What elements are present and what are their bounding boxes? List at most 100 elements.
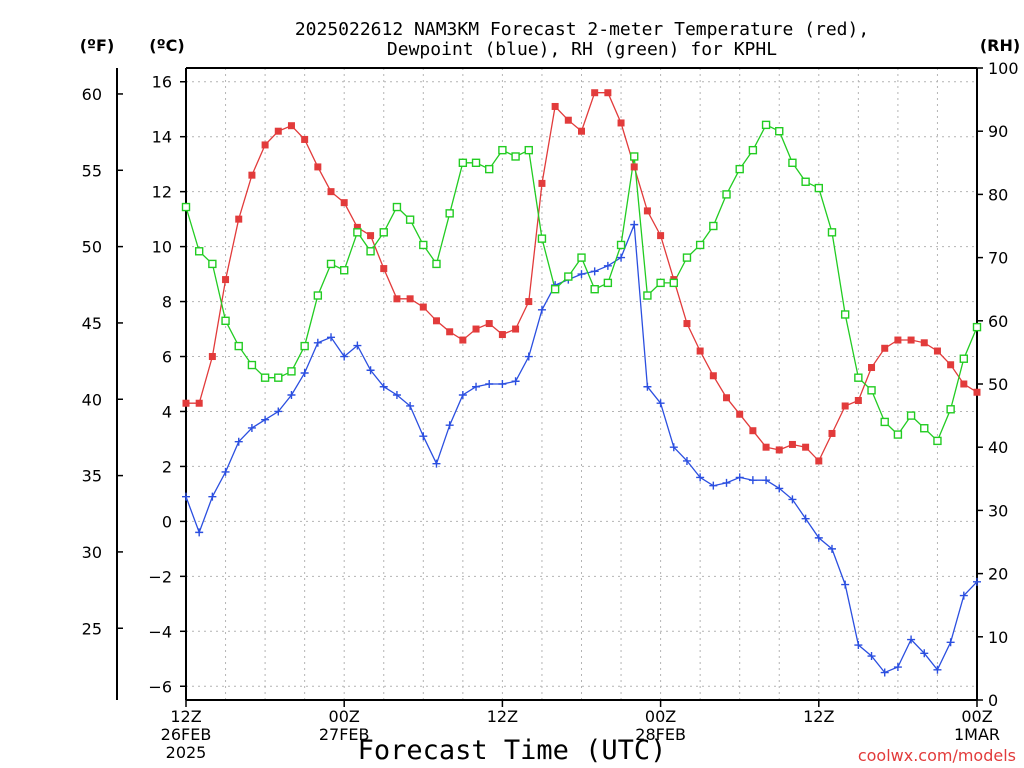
temperature-point (578, 127, 585, 135)
temperature-point (736, 410, 744, 418)
rh-tick-label: 100 (988, 59, 1019, 78)
temperature-point (907, 336, 915, 344)
temperature-point (868, 364, 876, 372)
celsius-tick-label: 8 (162, 293, 172, 312)
fahrenheit-tick-label: 25 (82, 619, 102, 638)
x-tick-label: 1MAR (954, 725, 1000, 744)
temperature-point (380, 265, 388, 273)
dewpoint-point (432, 459, 441, 468)
dewpoint-point (959, 591, 968, 600)
rh-point (524, 145, 533, 155)
temperature-point (248, 171, 256, 179)
dewpoint-point (287, 390, 296, 399)
rh-point (485, 164, 494, 174)
temperature-point (933, 347, 941, 355)
rh-point (827, 228, 837, 237)
rh-point (181, 202, 191, 212)
rh-point (946, 405, 955, 414)
fahrenheit-axis-unit: (ºF) (80, 36, 115, 55)
temperature-point (841, 402, 849, 410)
rh-point (880, 417, 889, 427)
dewpoint-point (379, 382, 388, 391)
rh-tick-label: 70 (988, 249, 1008, 268)
celsius-tick-label: −6 (148, 677, 172, 696)
rh-point (906, 411, 916, 420)
dewpoint-point (300, 369, 309, 378)
chart-title-line2: Dewpoint (blue), RH (green) for KPHL (387, 39, 777, 60)
temperature-point (235, 215, 243, 223)
rh-point (893, 430, 903, 439)
temperature-point (512, 325, 520, 333)
fahrenheit-tick-label: 60 (82, 85, 102, 104)
dewpoint-point (274, 407, 283, 416)
x-tick-label: 12Z (487, 707, 518, 726)
celsius-tick-label: 0 (162, 512, 172, 531)
rh-tick-label: 10 (988, 628, 1008, 647)
temperature-point (709, 372, 717, 380)
dewpoint-point (893, 663, 902, 672)
temperature-point (775, 446, 783, 454)
temperature-point (301, 135, 309, 143)
rh-point (221, 316, 230, 325)
celsius-axis-unit: (ºC) (149, 36, 184, 55)
temperature-point (195, 399, 203, 407)
rh-point (274, 373, 283, 382)
temperature-point (419, 303, 427, 311)
temperature-point (538, 179, 546, 187)
dewpoint-point (353, 341, 362, 350)
dewpoint-point (867, 652, 876, 661)
temperature-point (525, 298, 533, 306)
dewpoint-point (973, 577, 981, 586)
temperature-point (762, 443, 770, 451)
dewpoint-point (340, 352, 349, 361)
x-tick-label: 00Z (329, 707, 360, 726)
dewpoint-point (682, 456, 691, 465)
dewpoint-point (709, 481, 718, 490)
temperature-point (828, 429, 836, 437)
rh-point (458, 158, 468, 168)
celsius-tick-label: 2 (162, 457, 172, 476)
temperature-point (446, 328, 454, 336)
rh-axis-unit: (RH) (980, 36, 1020, 55)
rh-point (577, 253, 586, 262)
x-tick-label: 00Z (645, 707, 676, 726)
fahrenheit-tick-label: 30 (82, 543, 102, 562)
rh-point (603, 278, 613, 288)
rh-point (419, 240, 428, 250)
dewpoint-point (762, 476, 771, 485)
celsius-tick-label: 4 (162, 402, 172, 421)
temperature-point (459, 336, 467, 344)
rh-point (511, 152, 520, 161)
rh-point (920, 424, 929, 433)
temperature-point (222, 276, 230, 284)
rh-point (775, 126, 784, 136)
temperature-point (802, 443, 810, 451)
dewpoint-point (524, 352, 533, 361)
dewpoint-point (392, 390, 401, 399)
rh-point (247, 360, 257, 370)
celsius-tick-label: 14 (152, 128, 172, 147)
dewpoint-point (841, 580, 850, 589)
temperature-point (920, 339, 928, 347)
rh-point (854, 373, 863, 382)
temperature-point (432, 317, 440, 325)
dewpoint-point (406, 401, 415, 410)
temperature-point (881, 344, 889, 352)
dewpoint-point (630, 220, 639, 229)
rh-point (300, 341, 309, 351)
x-tick-label: 27FEB (319, 725, 370, 744)
dewpoint-point (247, 423, 256, 432)
temperature-point (551, 102, 559, 110)
temperature-point (274, 127, 282, 135)
dewpoint-point (827, 544, 836, 553)
dewpoint-point (880, 668, 889, 677)
rh-point (379, 228, 388, 237)
dewpoint-point (537, 305, 546, 314)
dewpoint-point (920, 649, 929, 658)
rh-tick-label: 50 (988, 375, 1008, 394)
fahrenheit-tick-label: 55 (82, 161, 102, 180)
rh-point (616, 240, 626, 250)
rh-tick-label: 40 (988, 438, 1008, 457)
x-tick-label: 12Z (803, 707, 834, 726)
